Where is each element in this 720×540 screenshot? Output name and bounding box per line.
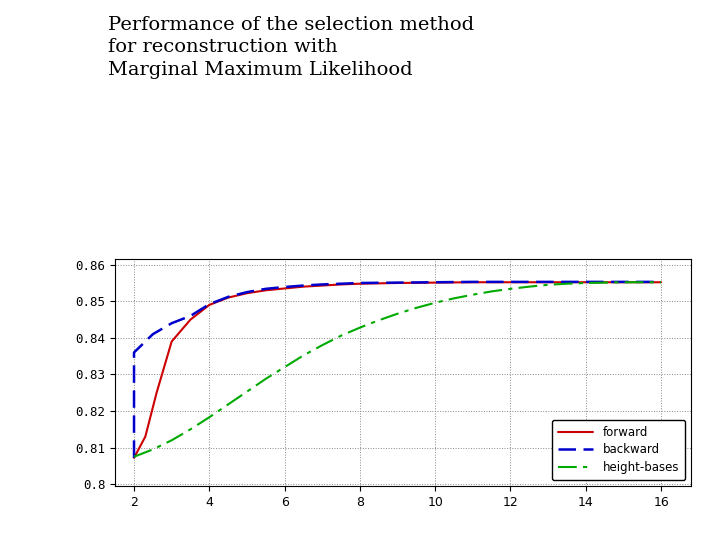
Legend: forward, backward, height-bases: forward, backward, height-bases <box>552 420 685 480</box>
Text: Performance of the selection method
for reconstruction with
Marginal Maximum Lik: Performance of the selection method for … <box>108 16 474 79</box>
